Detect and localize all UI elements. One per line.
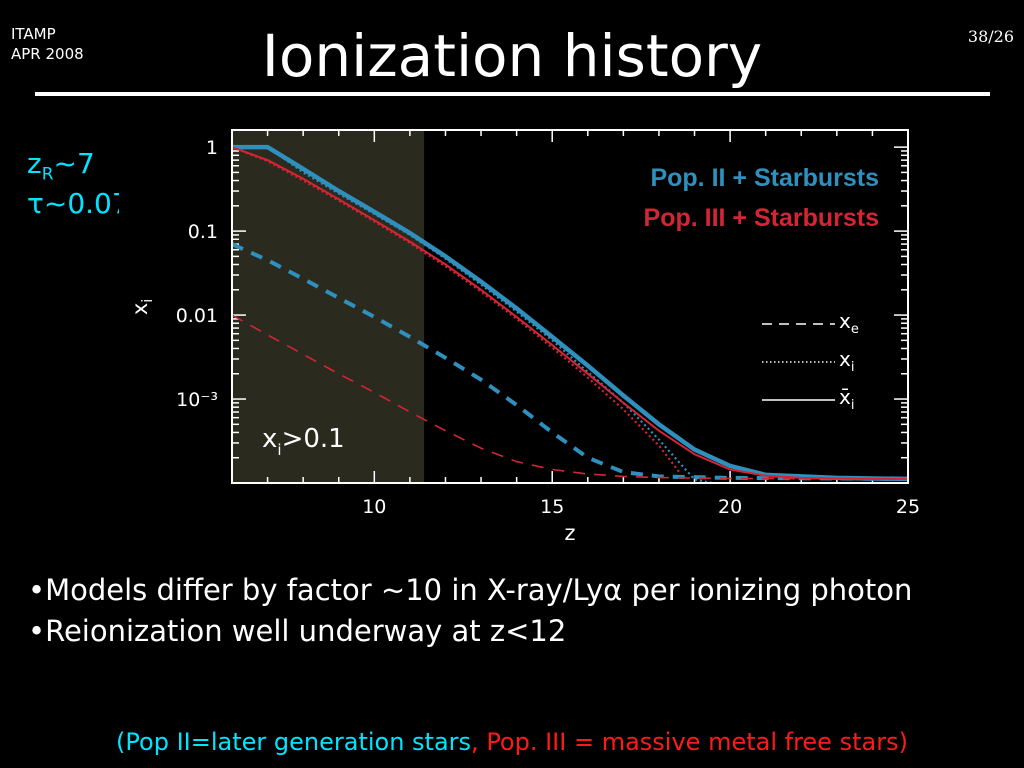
- plot-frame: [231, 129, 909, 484]
- x-axis-label: z: [564, 521, 575, 545]
- ionization-chart: xi>0.1 10 15 20 25 1 0.1 0.01 10⁻³ z xi Pop. II +…: [119, 102, 940, 554]
- legend-model-label: Pop. III + Starbursts: [644, 204, 879, 232]
- bullet-list: •Models differ by factor ~10 in X-ray/Ly…: [28, 570, 912, 652]
- x-tick-label: 15: [540, 496, 564, 518]
- series-line-dashed-pop2: [231, 242, 909, 481]
- series-line-solid-pop2: [232, 144, 909, 482]
- x-tick-label: 20: [718, 496, 742, 518]
- date-label: APR 2008: [11, 45, 84, 63]
- bullet-item: •Reionization well underway at z<12: [28, 614, 567, 648]
- footnote-separator: ,: [471, 728, 487, 756]
- series-line-solid-pop3: [231, 146, 908, 480]
- legend-style-label: xi: [839, 347, 854, 375]
- zr-symbol: z: [27, 147, 42, 180]
- y-tick-label: 0.1: [188, 221, 218, 243]
- shaded-region: [232, 130, 425, 483]
- bullet-item: •Models differ by factor ~10 in X-ray/Ly…: [28, 573, 913, 607]
- legend-style-label: x̄i: [839, 385, 854, 413]
- footnote-open: (: [116, 728, 126, 756]
- series-line-dashed-pop3: [231, 314, 909, 480]
- x-tick-label: 10: [362, 496, 386, 518]
- reionization-redshift: zR~7: [27, 146, 95, 193]
- y-tick-label: 0.01: [176, 305, 218, 327]
- optical-depth: τ~0.07: [27, 187, 130, 220]
- header-left: ITAMP APR 2008: [11, 24, 84, 64]
- zr-subscript: R: [41, 164, 54, 185]
- title-divider: [35, 92, 990, 96]
- legend-style-label: xe: [839, 309, 859, 337]
- y-tick-label: 1: [206, 137, 218, 159]
- x-tick-label: 25: [896, 496, 920, 518]
- footnote: (Pop II=later generation stars, Pop. III…: [0, 724, 1024, 760]
- org-label: ITAMP: [11, 25, 56, 43]
- shaded-region-label: xi>0.1: [262, 424, 345, 459]
- slide-title: Ionization history: [261, 22, 763, 90]
- zr-value: ~7: [53, 147, 95, 180]
- y-tick-label: 10⁻³: [176, 389, 218, 411]
- footnote-pop2: Pop II=later generation stars: [125, 728, 472, 756]
- y-axis-label: xi: [128, 299, 156, 315]
- slide-number: 38/26: [967, 27, 1014, 46]
- legend-model-label: Pop. II + Starbursts: [650, 164, 879, 192]
- series-line-dotted-pop3: [231, 146, 682, 475]
- footnote-pop3: Pop. III = massive metal free stars): [486, 728, 908, 756]
